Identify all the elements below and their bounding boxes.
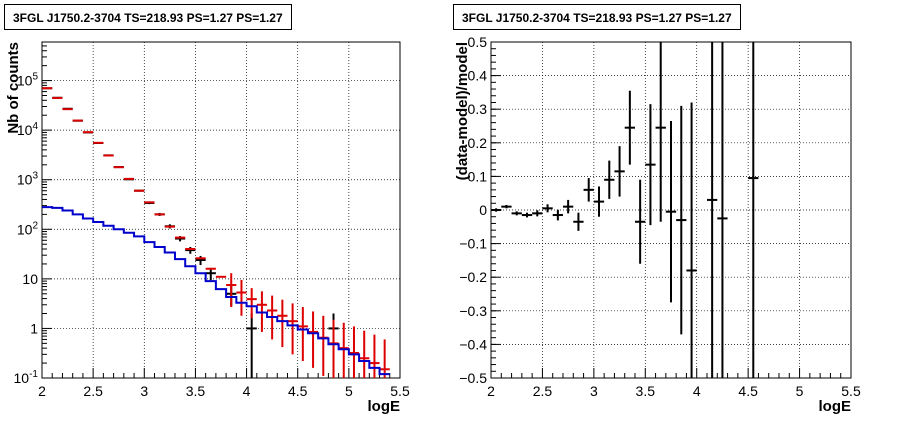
right-y-tick-label: −0.4	[459, 336, 487, 352]
right-x-tick-label: 4.5	[738, 383, 758, 399]
left-y-tick-label: 10-1	[14, 369, 39, 386]
left-y-tick-label: 105	[17, 72, 39, 89]
left-y-tick-label: 102	[17, 220, 39, 237]
right-y-tick-label: −0.3	[459, 303, 487, 319]
right-chart-title: 3FGL J1750.2-3704 TS=218.93 PS=1.27 PS=1…	[453, 4, 741, 30]
right-y-tick-label: −0.1	[459, 236, 487, 252]
left-y-tick-label: 104	[17, 121, 39, 138]
right-y-tick-label: 0.5	[468, 34, 488, 50]
left-x-tick-label: 4	[243, 383, 251, 399]
right-y-axis-label: (data-model)/model	[454, 42, 471, 180]
right-y-tick-label: −0.5	[459, 370, 487, 386]
left-x-tick-label: 4.5	[288, 383, 308, 399]
right-y-tick-label: 0.1	[468, 168, 488, 184]
left-x-tick-label: 2	[38, 383, 46, 399]
model-source-line	[42, 206, 390, 376]
right-y-tick-label: 0.4	[468, 68, 488, 84]
left-x-tick-label: 5	[345, 383, 353, 399]
right-x-tick-label: 3	[590, 383, 598, 399]
right-y-tick-label: −0.2	[459, 269, 487, 285]
left-x-axis-label: logE	[368, 398, 401, 415]
left-y-tick-label: 103	[17, 171, 39, 188]
right-x-tick-label: 5	[796, 383, 804, 399]
right-x-tick-label: 3.5	[636, 383, 656, 399]
right-y-tick-label: 0	[479, 202, 487, 218]
left-y-axis-label: Nb of counts	[5, 42, 22, 134]
right-x-tick-label: 2.5	[533, 383, 553, 399]
left-x-tick-label: 5.5	[390, 383, 410, 399]
right-x-axis-label: logE	[819, 398, 852, 415]
right-y-tick-label: 0.3	[468, 101, 488, 117]
right-x-tick-label: 2	[487, 383, 495, 399]
right-x-tick-label: 4	[693, 383, 701, 399]
left-x-tick-label: 3.5	[186, 383, 206, 399]
left-y-tick-label: 10	[22, 271, 38, 287]
left-y-tick-label: 1	[30, 320, 38, 336]
right-y-tick-label: 0.2	[468, 135, 488, 151]
right-x-tick-label: 5.5	[841, 383, 861, 399]
left-x-tick-label: 3	[140, 383, 148, 399]
left-frame	[41, 41, 401, 379]
left-chart-title: 3FGL J1750.2-3704 TS=218.93 PS=1.27 PS=1…	[4, 4, 292, 30]
left-x-tick-label: 2.5	[83, 383, 103, 399]
